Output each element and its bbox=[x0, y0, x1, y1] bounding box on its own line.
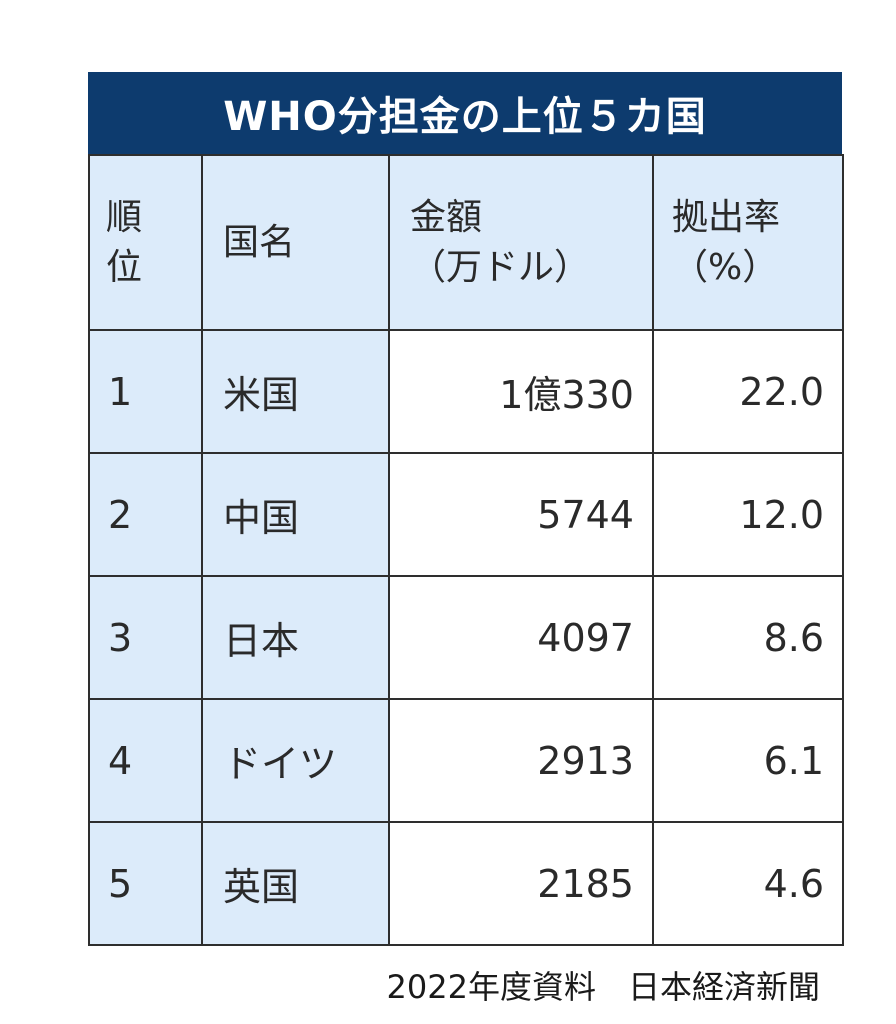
header-text: 位 bbox=[106, 246, 143, 288]
rate-cell: 4.6 bbox=[652, 821, 844, 946]
amount-cell: 1億330 bbox=[388, 329, 654, 454]
country-cell: 英国 bbox=[201, 821, 390, 946]
rank-cell: 4 bbox=[88, 698, 203, 823]
table-row: 5 英国 2185 4.6 bbox=[88, 821, 844, 946]
column-header-rank: 順 位 bbox=[88, 154, 203, 331]
column-header-amount: 金額 （万ドル） bbox=[388, 154, 654, 331]
rate-cell: 8.6 bbox=[652, 575, 844, 700]
country-cell: 日本 bbox=[201, 575, 390, 700]
table-row: 1 米国 1億330 22.0 bbox=[88, 329, 844, 454]
header-text: 国名 bbox=[223, 221, 296, 263]
header-text: （%） bbox=[672, 246, 779, 288]
table-title: WHO分担金の上位５カ国 bbox=[88, 72, 842, 154]
table-row: 4 ドイツ 2913 6.1 bbox=[88, 698, 844, 823]
rank-cell: 3 bbox=[88, 575, 203, 700]
who-contribution-table: WHO分担金の上位５カ国 順 位 国名 金額 （万ドル） 拠出率 （%） bbox=[88, 72, 844, 946]
amount-cell: 2913 bbox=[388, 698, 654, 823]
rank-cell: 2 bbox=[88, 452, 203, 577]
column-header-country: 国名 bbox=[201, 154, 390, 331]
rate-cell: 12.0 bbox=[652, 452, 844, 577]
source-credit: 2022年度資料 日本経済新聞 bbox=[386, 968, 820, 1006]
header-row: 順 位 国名 金額 （万ドル） 拠出率 （%） bbox=[88, 154, 844, 331]
table-row: 3 日本 4097 8.6 bbox=[88, 575, 844, 700]
amount-cell: 5744 bbox=[388, 452, 654, 577]
column-header-rate: 拠出率 （%） bbox=[652, 154, 844, 331]
rate-cell: 22.0 bbox=[652, 329, 844, 454]
rate-cell: 6.1 bbox=[652, 698, 844, 823]
amount-cell: 2185 bbox=[388, 821, 654, 946]
country-cell: 米国 bbox=[201, 329, 390, 454]
header-text: 順 bbox=[106, 196, 143, 238]
data-table: 順 位 国名 金額 （万ドル） 拠出率 （%） 1 米国 bbox=[88, 154, 844, 946]
rank-cell: 5 bbox=[88, 821, 203, 946]
table-row: 2 中国 5744 12.0 bbox=[88, 452, 844, 577]
country-cell: 中国 bbox=[201, 452, 390, 577]
header-text: 拠出率 bbox=[672, 196, 781, 238]
header-text: 金額 bbox=[410, 196, 483, 238]
amount-cell: 4097 bbox=[388, 575, 654, 700]
country-cell: ドイツ bbox=[201, 698, 390, 823]
header-text: （万ドル） bbox=[410, 246, 591, 288]
rank-cell: 1 bbox=[88, 329, 203, 454]
